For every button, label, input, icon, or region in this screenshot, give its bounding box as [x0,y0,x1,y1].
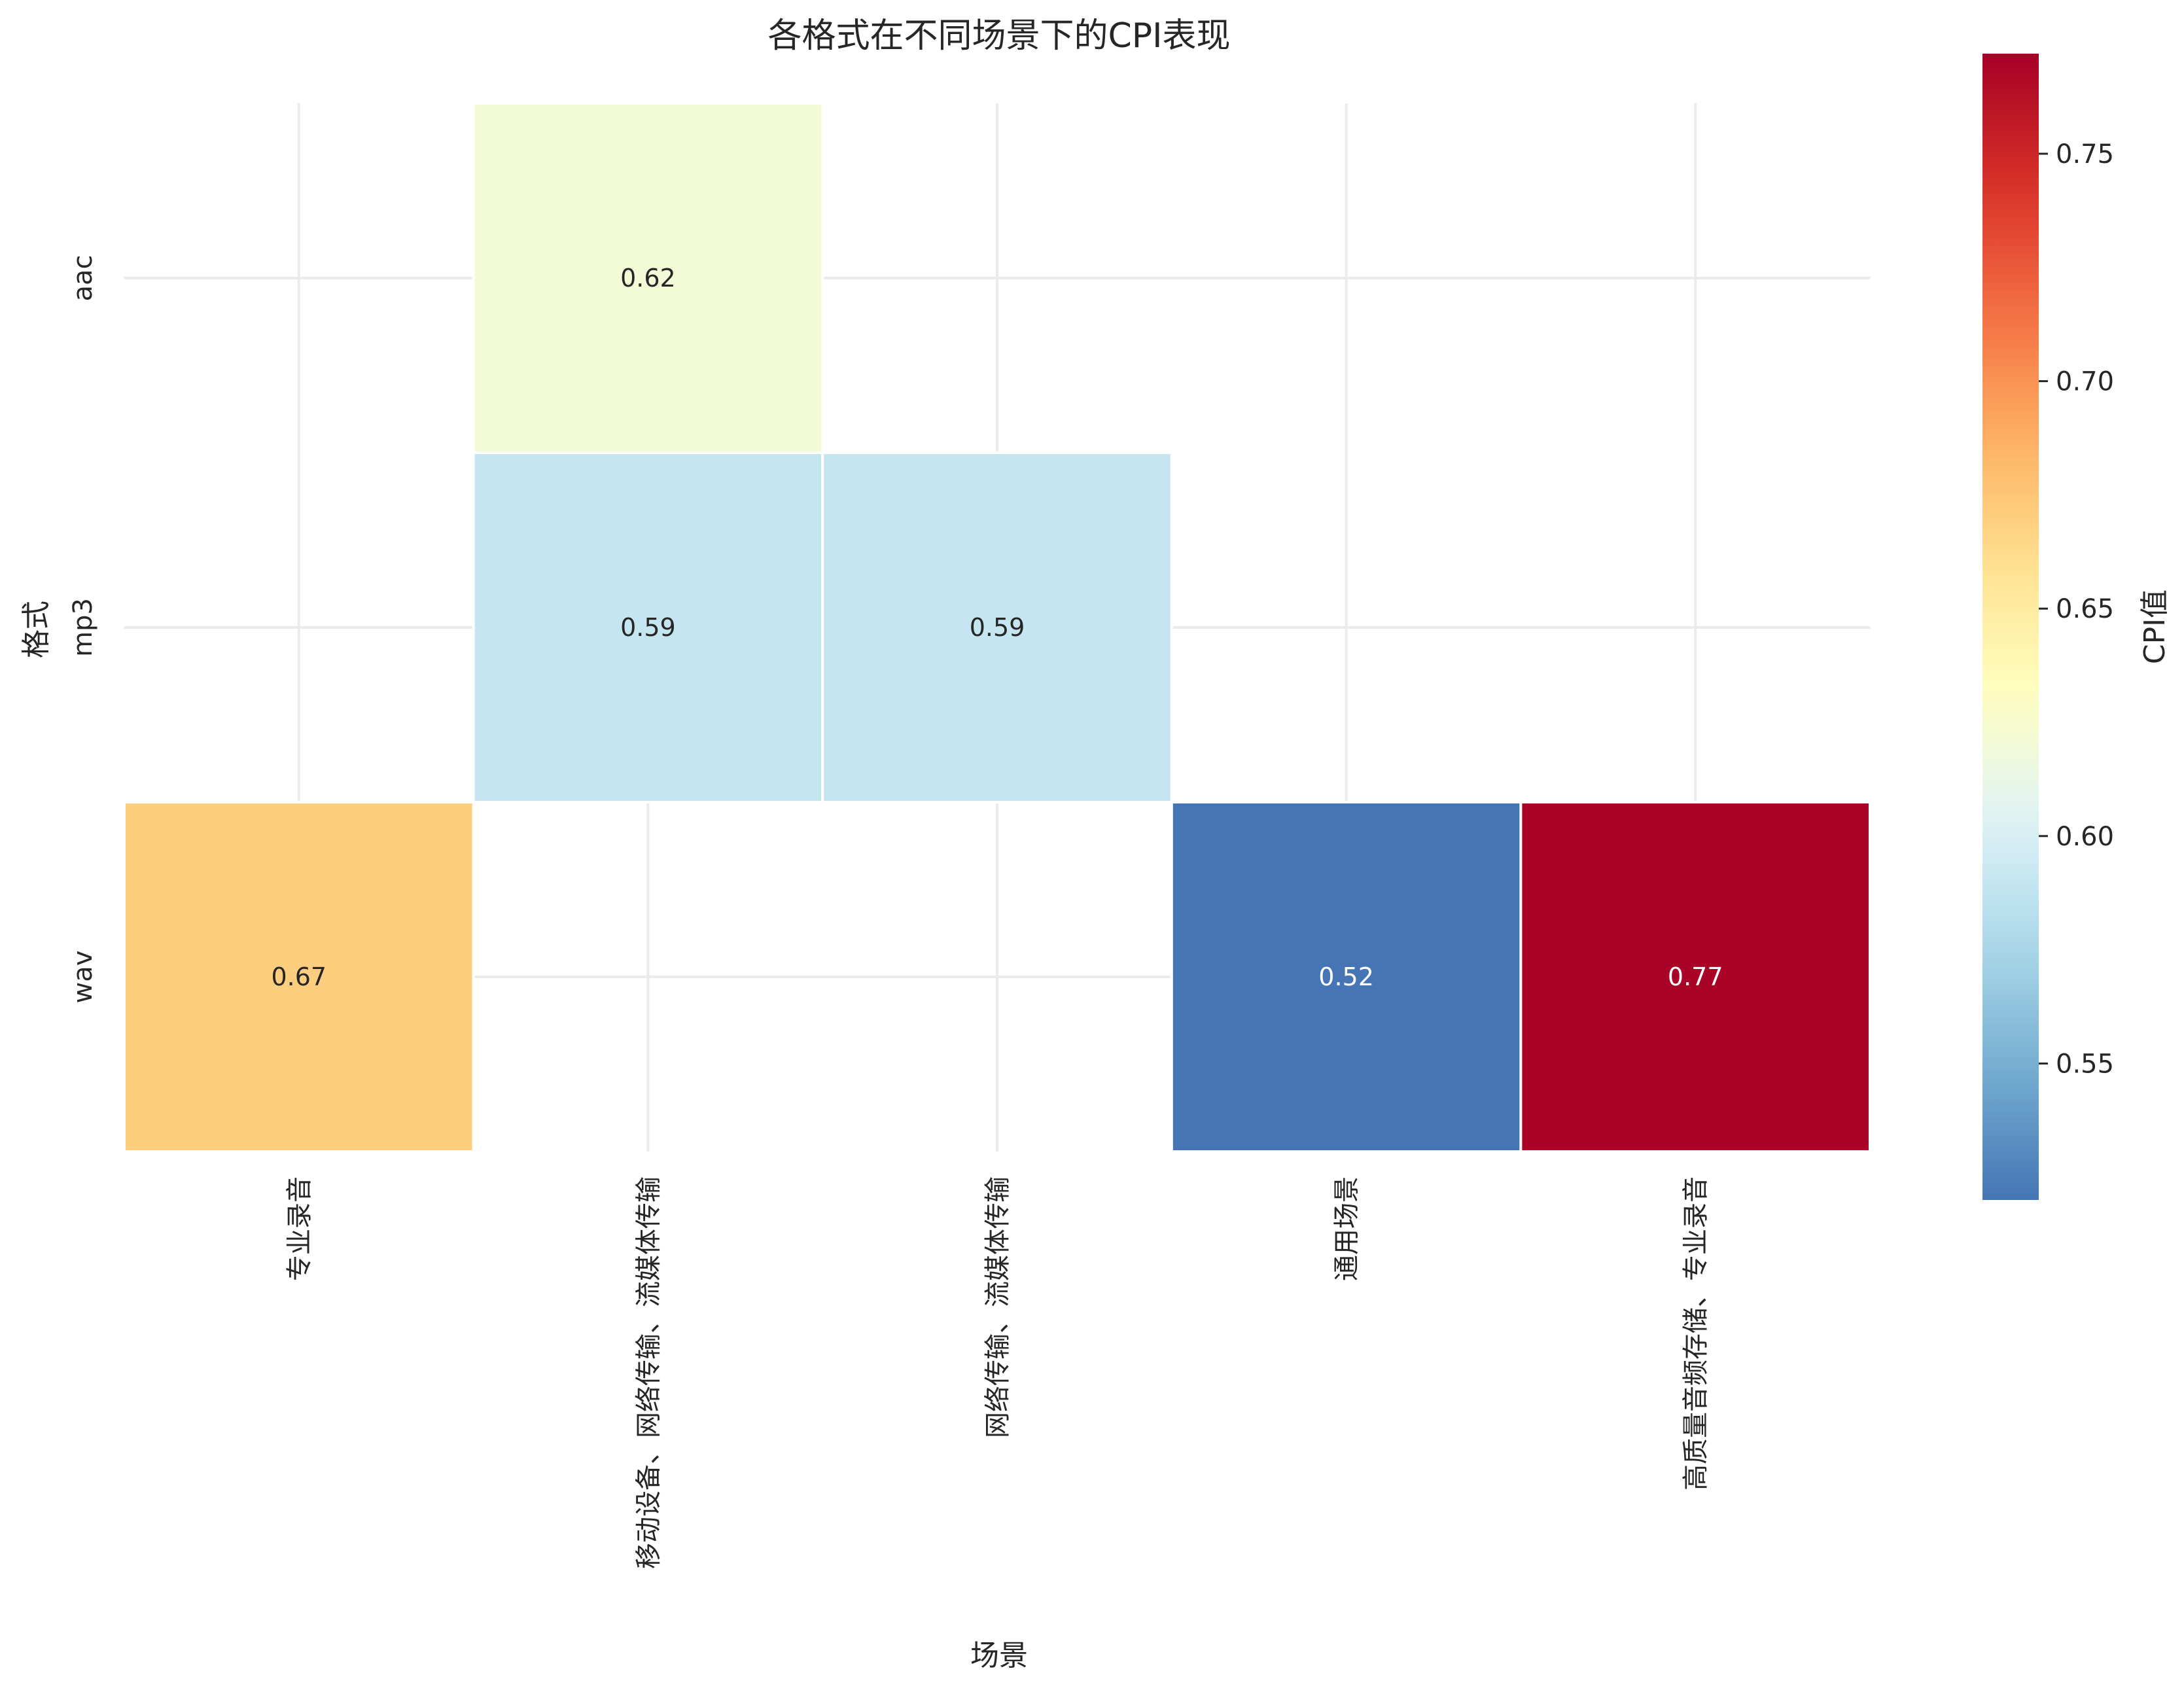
colorbar-tick-label: 0.70 [2056,367,2114,397]
x-tick-labels: 专业录音 移动设备、网络传输、流媒体传输 网络传输、流媒体传输 通用场景 高质量音频存储… [285,1176,1711,1569]
cell-value-label: 0.59 [970,613,1025,642]
heatmap-cell [472,102,824,454]
colorbar-tick-label: 0.65 [2056,594,2114,624]
y-tick-labels: aac mp3 wav [68,255,98,1003]
cell-value-labels: 0.62 0.59 0.59 0.67 0.52 0.77 [271,264,1723,991]
colorbar-tick-label: 0.55 [2056,1049,2114,1079]
y-tick-label: wav [68,951,98,1004]
y-axis-label: 格式 [20,601,53,658]
x-tick-label: 移动设备、网络传输、流媒体传输 [633,1176,663,1569]
x-tick-label: 网络传输、流媒体传输 [983,1176,1013,1438]
cell-value-label: 0.62 [620,264,676,292]
x-tick-label: 专业录音 [285,1176,315,1281]
cell-value-label: 0.59 [620,613,676,642]
chart-title: 各格式在不同场景下的CPI表现 [767,16,1230,56]
heatmap-cell [123,801,475,1153]
heatmap-cell [472,451,824,803]
colorbar-ticks: 0.55 0.60 0.65 0.70 0.75 [2039,139,2114,1079]
y-tick-label: mp3 [68,598,98,657]
heatmap-cells [123,102,1871,1153]
colorbar-tick-label: 0.75 [2056,139,2114,169]
colorbar-tick-label: 0.60 [2056,822,2114,852]
cell-value-label: 0.67 [271,962,326,991]
colorbar: 0.55 0.60 0.65 0.70 0.75 CPI值 [1982,54,2172,1200]
heatmap-cell [821,451,1173,803]
heatmap-cell [1519,801,1871,1153]
colorbar-gradient [1982,54,2039,1200]
cell-value-label: 0.77 [1668,962,1723,991]
x-tick-label: 高质量音频存储、专业录音 [1681,1176,1711,1490]
y-tick-label: aac [68,255,98,301]
cell-value-label: 0.52 [1318,962,1374,991]
x-axis-label: 场景 [970,1639,1028,1672]
colorbar-label: CPI值 [2138,590,2172,664]
x-tick-label: 通用场景 [1332,1176,1362,1281]
